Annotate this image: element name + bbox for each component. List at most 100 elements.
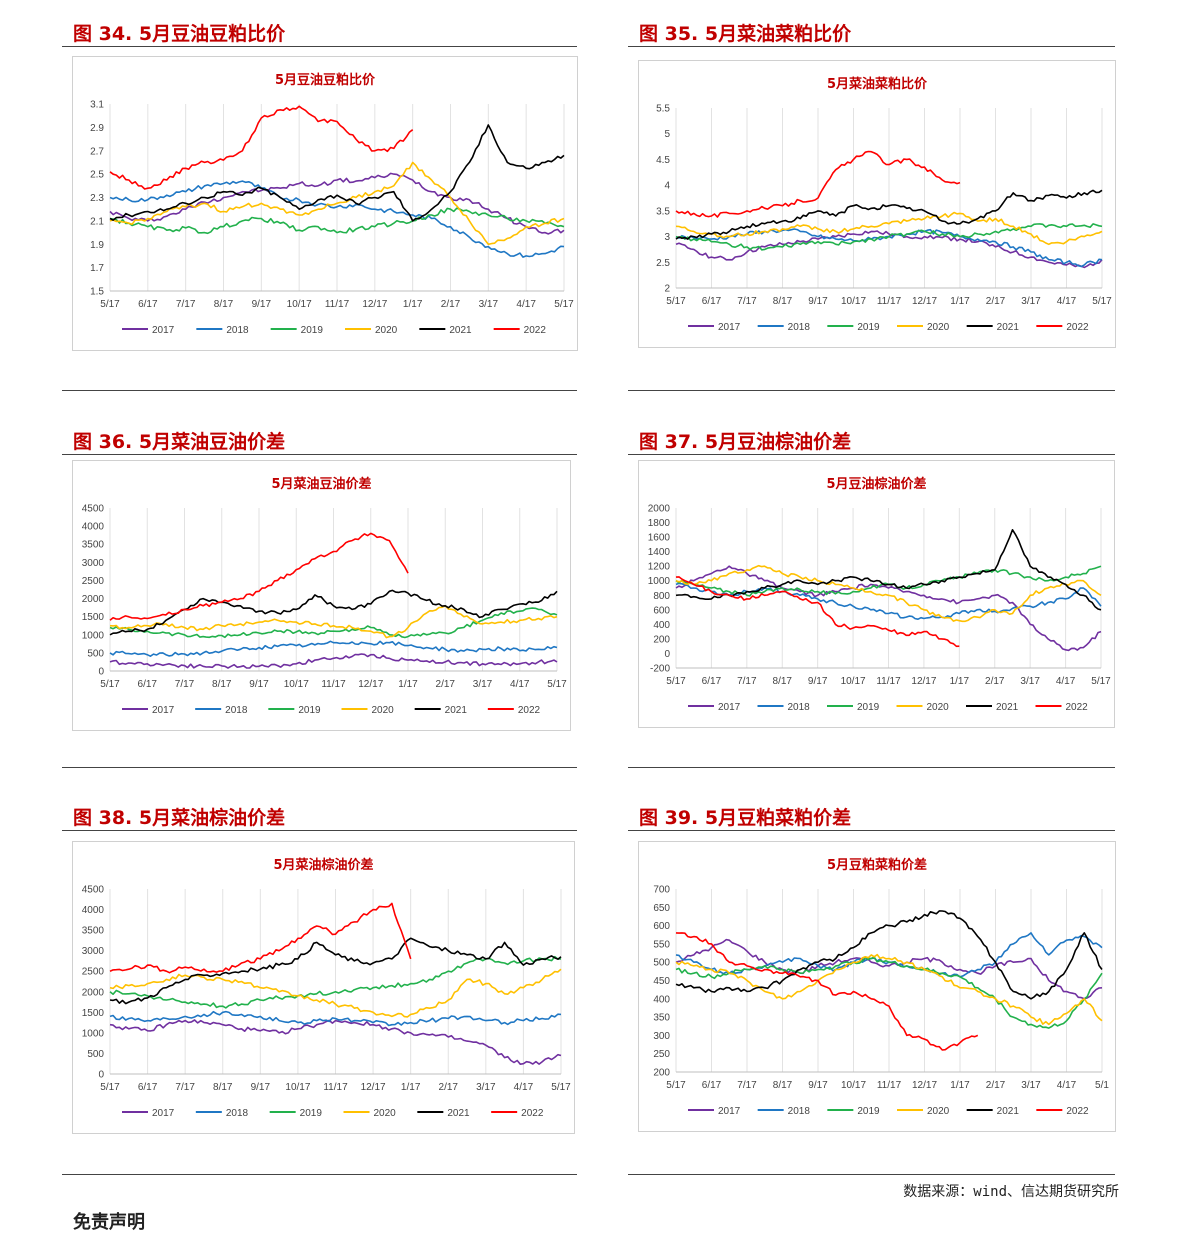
x-tick-label: 8/17 <box>213 1082 233 1093</box>
x-tick-label: 11/17 <box>325 299 350 310</box>
series-line-2021 <box>675 529 1102 611</box>
y-tick-label: 3.1 <box>90 100 104 111</box>
series-line-2020 <box>675 211 1103 246</box>
y-tick-label: 2.5 <box>90 170 104 181</box>
figure-title-36: 图 36. 5月菜油豆油价差 <box>73 431 286 453</box>
y-tick-label: 4.5 <box>656 155 670 166</box>
y-tick-label: 1600 <box>648 533 671 544</box>
y-tick-label: 1500 <box>82 1008 105 1019</box>
x-tick-label: 5/17 <box>100 1082 120 1093</box>
x-tick-label: 6/17 <box>702 296 722 307</box>
chart-frame <box>638 60 1116 348</box>
chart-title: 5月菜油豆油价差 <box>271 476 371 492</box>
figure-title-34: 图 34. 5月豆油豆粕比价 <box>73 23 286 45</box>
x-tick-label: 9/17 <box>252 299 272 310</box>
x-tick-label: 7/17 <box>737 296 757 307</box>
x-tick-label: 12/17 <box>361 1082 386 1093</box>
y-tick-label: 2500 <box>82 967 105 978</box>
series-line-2020 <box>109 605 558 639</box>
y-tick-label: 4 <box>664 181 670 192</box>
x-tick-label: 4/17 <box>516 299 536 310</box>
y-tick-label: 400 <box>653 620 670 631</box>
legend-label: 2020 <box>375 325 398 336</box>
figure-title-39: 图 39. 5月豆粕菜粕价差 <box>639 807 852 829</box>
x-tick-label: 3/17 <box>479 299 499 310</box>
y-tick-label: 300 <box>653 1031 670 1042</box>
y-tick-label: 200 <box>653 1068 670 1079</box>
x-tick-label: 2/17 <box>439 1082 459 1093</box>
series-line-2018 <box>109 1010 562 1027</box>
chart-title: 5月菜油棕油价差 <box>273 857 373 873</box>
y-tick-label: 700 <box>653 885 670 896</box>
chart-title: 5月菜油菜粕比价 <box>827 76 928 92</box>
series-line-2022 <box>675 576 960 648</box>
x-tick-label: 6/17 <box>138 679 158 690</box>
x-tick-label: 4/17 <box>1056 676 1076 687</box>
legend-label: 2017 <box>718 1106 741 1117</box>
y-tick-label: 1000 <box>648 576 671 587</box>
legend-label: 2019 <box>301 325 324 336</box>
series-line-2017 <box>109 172 565 235</box>
x-tick-label: 9/17 <box>251 1082 271 1093</box>
y-tick-label: 4000 <box>82 522 105 533</box>
y-tick-label: 350 <box>653 1013 670 1024</box>
x-tick-label: 5/1 <box>1095 1080 1109 1091</box>
x-tick-label: 3/17 <box>476 1082 496 1093</box>
series-line-2020 <box>675 564 1102 623</box>
x-tick-label: 1/17 <box>950 676 970 687</box>
legend-label: 2022 <box>1066 1106 1089 1117</box>
y-tick-label: 200 <box>653 634 670 645</box>
x-tick-label: 7/17 <box>176 299 196 310</box>
y-tick-label: 3000 <box>82 946 105 957</box>
series-line-2021 <box>675 189 1103 240</box>
x-tick-label: 6/17 <box>702 1080 722 1091</box>
x-tick-label: 5/17 <box>100 299 120 310</box>
x-tick-label: 5/17 <box>554 299 574 310</box>
series-line-2017 <box>675 230 1103 269</box>
y-tick-label: 2.7 <box>90 146 104 157</box>
series-line-2019 <box>675 223 1103 251</box>
x-tick-label: 10/17 <box>841 1080 866 1091</box>
series-line-2021 <box>109 937 562 1005</box>
x-tick-label: 9/17 <box>808 1080 828 1091</box>
series-line-2022 <box>675 150 961 218</box>
y-tick-label: 3.5 <box>656 206 670 217</box>
y-tick-label: 600 <box>653 921 670 932</box>
y-tick-label: 2500 <box>82 576 105 587</box>
title-rule <box>628 46 1115 47</box>
x-tick-label: 7/17 <box>737 1080 757 1091</box>
legend-label: 2017 <box>152 705 175 716</box>
legend-label: 2019 <box>857 702 880 713</box>
y-tick-label: 1800 <box>648 518 671 529</box>
x-tick-label: 8/17 <box>773 676 793 687</box>
y-tick-label: 5.5 <box>656 104 670 115</box>
chart-rapeoil-palmoil-spread: 5月菜油棕油价差 4500 4000 3500 3000 2500 2000 1500 1000… <box>72 841 575 1134</box>
legend-label: 2017 <box>152 325 175 336</box>
section-rule <box>628 1174 1115 1175</box>
x-tick-label: 8/17 <box>773 296 793 307</box>
x-tick-label: 8/17 <box>214 299 234 310</box>
x-tick-label: 2/17 <box>985 676 1005 687</box>
chart-title: 5月豆油豆粕比价 <box>275 72 376 88</box>
disclaimer-heading: 免责声明 <box>73 1212 145 1233</box>
y-tick-label: 0 <box>98 1070 104 1081</box>
x-tick-label: 1/17 <box>950 1080 970 1091</box>
y-tick-label: 500 <box>653 958 670 969</box>
x-tick-label: 12/17 <box>911 676 936 687</box>
y-tick-label: 3500 <box>82 540 105 551</box>
x-tick-label: 8/17 <box>212 679 232 690</box>
chart-rapeoil-rapemeal-ratio: 5月菜油菜粕比价 5.5 5 4.5 4 3.5 3 2.5 2 5/17 6/17 7/17 8/17… <box>638 60 1116 348</box>
x-tick-label: 10/17 <box>841 676 866 687</box>
title-rule <box>62 830 577 831</box>
legend-label: 2020 <box>927 702 950 713</box>
x-tick-label: 10/17 <box>841 296 866 307</box>
legend-label: 2020 <box>372 705 395 716</box>
x-tick-label: 7/17 <box>175 1082 195 1093</box>
chart-frame <box>72 841 575 1134</box>
figure-title-35: 图 35. 5月菜油菜粕比价 <box>639 23 852 45</box>
legend-label: 2021 <box>447 1108 470 1119</box>
y-tick-label: 2.1 <box>90 216 104 227</box>
figure-title-38: 图 38. 5月菜油棕油价差 <box>73 807 286 829</box>
y-tick-label: 1000 <box>82 630 105 641</box>
x-tick-label: 4/17 <box>1057 1080 1077 1091</box>
